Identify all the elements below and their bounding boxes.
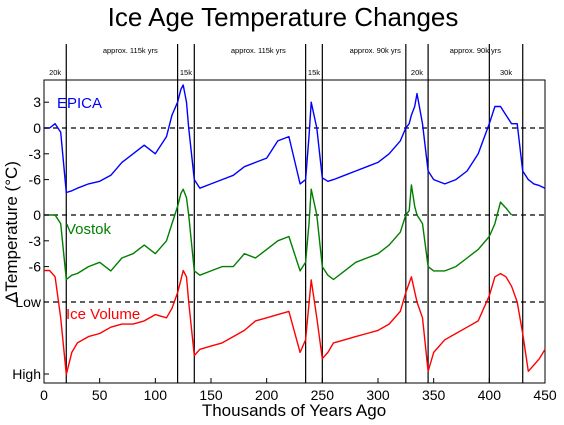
x-tick-label-1: 50 bbox=[92, 387, 108, 403]
x-tick-label-9: 450 bbox=[533, 387, 557, 403]
series-label-ice-volume: Ice Volume bbox=[66, 306, 140, 323]
series-label-epica: EPICA bbox=[57, 95, 102, 112]
x-tick-label-5: 250 bbox=[311, 387, 335, 403]
x-ticks: 0 50 100 150 200 250 300 350 400 450 bbox=[40, 378, 557, 403]
y-tick-label-2: -3 bbox=[29, 146, 42, 162]
band-label-2: approx. 90k yrs bbox=[350, 46, 402, 55]
x-tick-label-3: 150 bbox=[199, 387, 223, 403]
zero-reference-lines bbox=[44, 127, 545, 303]
y-ticks: 3 0 -3 -6 0 -3 -6 Low High bbox=[12, 94, 49, 382]
y-tick-label-8: High bbox=[12, 366, 41, 382]
band-label-0: approx. 115k yrs bbox=[103, 46, 158, 55]
interglacial-label-1: 15k bbox=[180, 68, 192, 77]
plot-frame bbox=[43, 79, 546, 384]
y-tick-label-3: -6 bbox=[29, 172, 42, 188]
y-tick-label-4: 0 bbox=[33, 207, 41, 223]
y-axis-label: ΔTemperature (°C) bbox=[2, 161, 21, 303]
interglacial-label-4: 30k bbox=[500, 68, 512, 77]
y-tick-label-5: -3 bbox=[29, 233, 42, 249]
x-axis-label: Thousands of Years Ago bbox=[202, 401, 386, 420]
y-tick-label-6: -6 bbox=[29, 259, 42, 275]
x-tick-label-0: 0 bbox=[40, 387, 48, 403]
band-label-1: approx. 115k yrs bbox=[231, 46, 286, 55]
band-labels: approx. 115k yrs approx. 115k yrs approx. … bbox=[49, 46, 512, 77]
band-label-3: approx. 90k yrs bbox=[450, 46, 502, 55]
series-line-vostok bbox=[44, 184, 513, 281]
y-tick-label-1: 0 bbox=[33, 120, 41, 136]
series-labels: EPICA Vostok Ice Volume bbox=[57, 95, 140, 323]
x-tick-label-4: 200 bbox=[255, 387, 279, 403]
chart-title: Ice Age Temperature Changes bbox=[108, 2, 459, 32]
x-tick-label-6: 300 bbox=[366, 387, 390, 403]
x-tick-label-2: 100 bbox=[144, 387, 168, 403]
interglacial-label-2: 15k bbox=[308, 68, 320, 77]
y-tick-label-0: 3 bbox=[33, 94, 41, 110]
y-tick-label-7: Low bbox=[15, 294, 42, 310]
x-tick-label-7: 350 bbox=[422, 387, 446, 403]
series-label-vostok: Vostok bbox=[66, 221, 112, 238]
series-line-epica bbox=[44, 84, 546, 194]
x-tick-label-8: 400 bbox=[478, 387, 502, 403]
series-lines bbox=[44, 84, 546, 376]
interglacial-label-3: 20k bbox=[411, 68, 423, 77]
series-line-ice-volume bbox=[44, 269, 546, 376]
interglacial-label-0: 20k bbox=[49, 68, 61, 77]
